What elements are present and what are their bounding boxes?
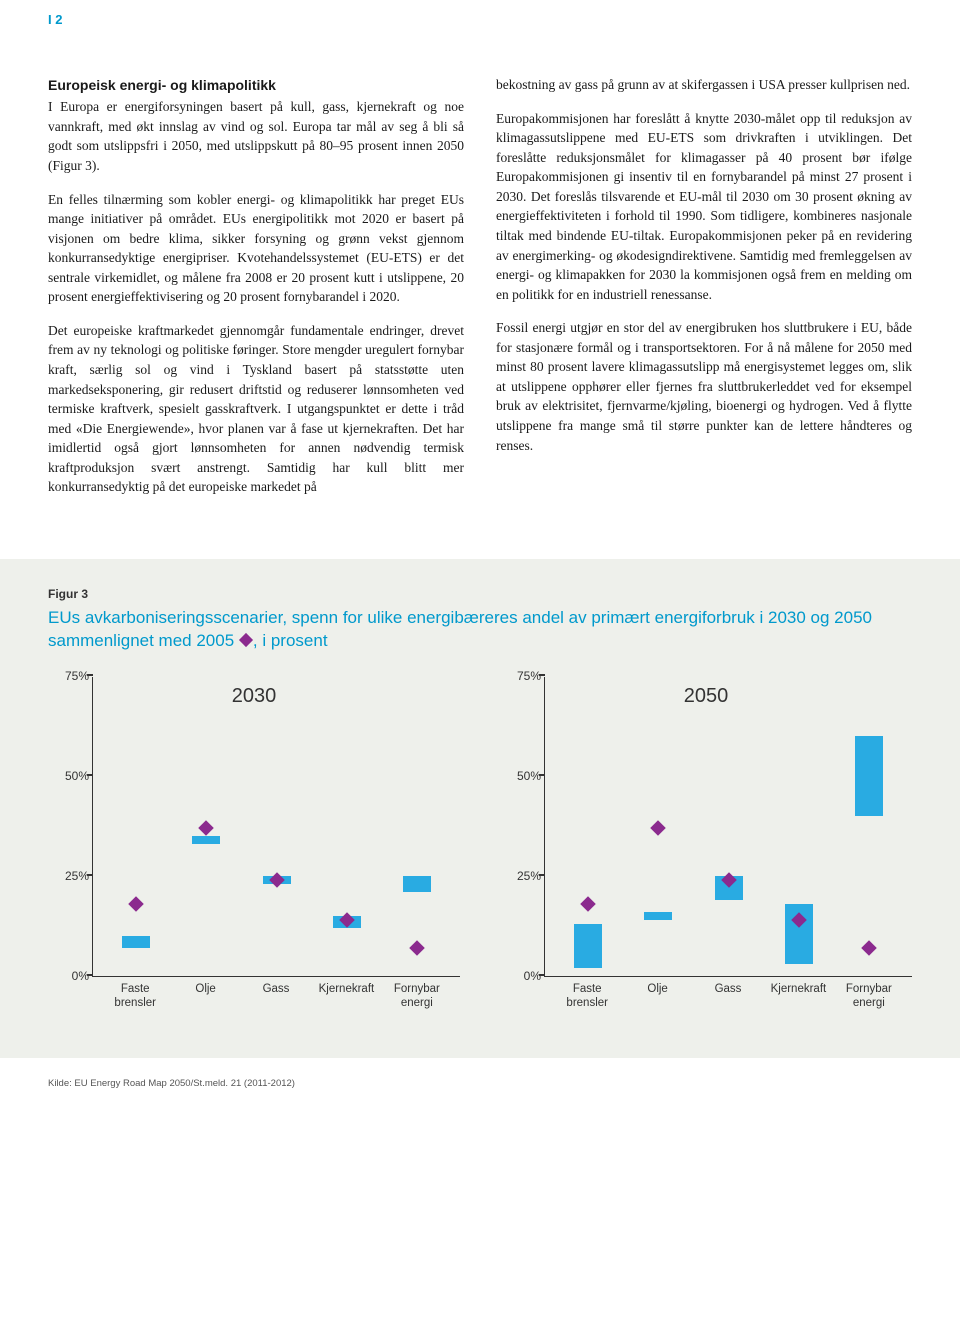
chart-2050: 2050 0%25%50%75% FastebrenslerOljeGassKj… xyxy=(500,677,912,1011)
chart-category xyxy=(171,677,241,976)
chart-category xyxy=(101,677,171,976)
x-axis-labels: FastebrenslerOljeGassKjernekraftFornybar… xyxy=(544,977,912,1011)
x-tick-label: Fornybarenergi xyxy=(834,983,904,1011)
y-tick-label: 25% xyxy=(49,869,89,883)
y-tick-label: 0% xyxy=(501,969,541,983)
diamond-marker xyxy=(199,820,215,836)
diamond-marker xyxy=(269,872,285,888)
left-column: Europeisk energi- og klimapolitikk I Eur… xyxy=(48,75,464,511)
y-tick-label: 50% xyxy=(49,769,89,783)
diamond-marker xyxy=(409,940,425,956)
chart-category xyxy=(834,677,904,976)
x-tick-label: Fastebrensler xyxy=(552,983,622,1011)
figure-title-pre: EUs avkarboniseringsscenarier, spenn for… xyxy=(48,608,872,650)
diamond-marker xyxy=(580,896,596,912)
x-tick-label: Fornybarenergi xyxy=(382,983,452,1011)
diamond-marker xyxy=(128,896,144,912)
text-columns: Europeisk energi- og klimapolitikk I Eur… xyxy=(0,27,960,535)
y-tick-mark xyxy=(539,674,545,676)
range-bar xyxy=(192,836,220,844)
x-tick-label: Gass xyxy=(241,983,311,1011)
figure-title: EUs avkarboniseringsscenarier, spenn for… xyxy=(48,607,912,653)
figure-title-post: , i prosent xyxy=(253,631,328,650)
range-bar xyxy=(644,912,672,920)
figure-3: Figur 3 EUs avkarboniseringsscenarier, s… xyxy=(0,559,960,1058)
chart-category xyxy=(693,677,763,976)
y-tick-label: 75% xyxy=(49,669,89,683)
figure-label: Figur 3 xyxy=(48,587,912,601)
y-tick-mark xyxy=(539,874,545,876)
diamond-icon xyxy=(239,633,253,647)
x-axis-labels: FastebrenslerOljeGassKjernekraftFornybar… xyxy=(92,977,460,1011)
x-tick-label: Fastebrensler xyxy=(100,983,170,1011)
paragraph: Europakommisjonen har foreslått å knytte… xyxy=(496,109,912,305)
y-tick-mark xyxy=(87,774,93,776)
chart-category xyxy=(382,677,452,976)
x-tick-label: Kjernekraft xyxy=(763,983,833,1011)
paragraph: Det europeiske kraftmarkedet gjennomgår … xyxy=(48,321,464,497)
chart-2030: 2030 0%25%50%75% FastebrenslerOljeGassKj… xyxy=(48,677,460,1011)
chart-plot-area: 0%25%50%75% xyxy=(92,677,460,977)
y-tick-mark xyxy=(539,774,545,776)
y-tick-mark xyxy=(87,974,93,976)
x-tick-label: Gass xyxy=(693,983,763,1011)
charts-row: 2030 0%25%50%75% FastebrenslerOljeGassKj… xyxy=(48,677,912,1011)
chart-plot-area: 0%25%50%75% xyxy=(544,677,912,977)
paragraph: I Europa er energiforsyningen basert på … xyxy=(48,97,464,175)
range-bar xyxy=(403,876,431,892)
paragraph: Fossil energi utgjør en stor del av ener… xyxy=(496,318,912,455)
x-tick-label: Olje xyxy=(622,983,692,1011)
x-tick-label: Olje xyxy=(170,983,240,1011)
figure-source: Kilde: EU Energy Road Map 2050/St.meld. … xyxy=(0,1058,960,1101)
x-tick-label: Kjernekraft xyxy=(311,983,381,1011)
y-tick-mark xyxy=(87,674,93,676)
y-tick-label: 50% xyxy=(501,769,541,783)
y-tick-label: 0% xyxy=(49,969,89,983)
chart-category xyxy=(241,677,311,976)
page-number: I 2 xyxy=(0,0,960,27)
chart-category xyxy=(764,677,834,976)
y-tick-mark xyxy=(87,874,93,876)
y-tick-mark xyxy=(539,974,545,976)
right-column: bekostning av gass på grunn av at skifer… xyxy=(496,75,912,511)
range-bar xyxy=(122,936,150,948)
paragraph: En felles tilnærming som kobler energi- … xyxy=(48,190,464,307)
section-heading: Europeisk energi- og klimapolitikk xyxy=(48,75,464,95)
y-tick-label: 75% xyxy=(501,669,541,683)
diamond-marker xyxy=(861,940,877,956)
range-bar xyxy=(574,924,602,968)
range-bar xyxy=(855,736,883,816)
chart-category xyxy=(623,677,693,976)
paragraph: bekostning av gass på grunn av at skifer… xyxy=(496,75,912,95)
diamond-marker xyxy=(651,820,667,836)
y-tick-label: 25% xyxy=(501,869,541,883)
chart-category xyxy=(553,677,623,976)
chart-category xyxy=(312,677,382,976)
